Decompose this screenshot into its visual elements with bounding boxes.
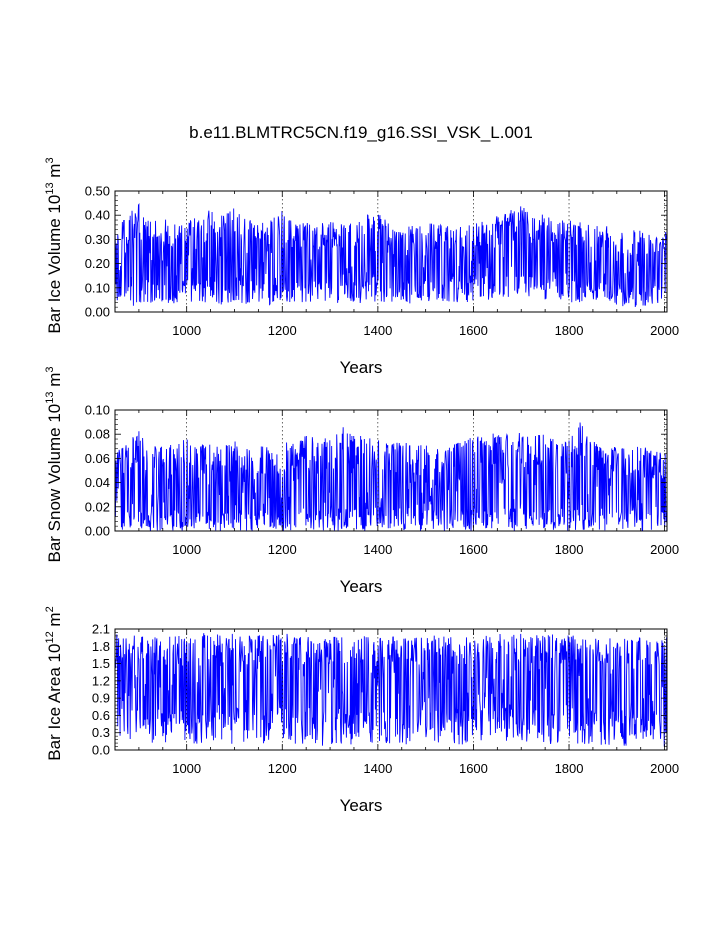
x-tick-label: 2000 xyxy=(650,761,679,776)
x-tick-label: 1600 xyxy=(459,761,488,776)
y-tick-label: 0.02 xyxy=(85,499,110,514)
y-label-superscript: 3 xyxy=(44,366,56,372)
y-label-text: Bar Ice Area 10 xyxy=(45,644,64,761)
panel-2: 1000 1200 1400 1600 1800 2000 0.00 0.02 0.04 0.06… xyxy=(44,366,679,596)
x-axis-label: Years xyxy=(340,358,383,377)
y-tick-label: 0.3 xyxy=(92,725,110,740)
x-tick-label: 1800 xyxy=(555,761,584,776)
y-tick-label: 2.1 xyxy=(92,622,110,637)
y-tick-label: 0.06 xyxy=(85,451,110,466)
x-tick-label: 2000 xyxy=(650,542,679,557)
y-tick-label: 0.40 xyxy=(85,208,110,223)
y-tick-label: 1.2 xyxy=(92,673,110,688)
x-tick-label: 1000 xyxy=(172,761,201,776)
y-axis-label: Bar Ice Area 1012 m2 xyxy=(44,606,64,760)
y-label-superscript: 13 xyxy=(44,392,56,404)
y-axis-label: Bar Snow Volume 1013 m3 xyxy=(44,366,64,562)
plot-frame xyxy=(114,190,668,313)
plot-frame xyxy=(114,409,668,532)
y-tick-label: 0.10 xyxy=(85,280,110,295)
panel-3: 1000 1200 1400 1600 1800 2000 0.0 0.3 0.6 0.9 1.2 1… xyxy=(44,606,679,815)
y-tick-label: 0.08 xyxy=(85,427,110,442)
x-tick-label: 1400 xyxy=(363,323,392,338)
y-tick-label: 0.00 xyxy=(85,524,110,539)
x-tick-label: 1800 xyxy=(555,542,584,557)
y-label-text: m xyxy=(45,373,64,392)
y-label-text: m xyxy=(45,612,64,631)
y-tick-label: 0.04 xyxy=(85,475,110,490)
x-tick-label: 1000 xyxy=(172,542,201,557)
panels: 1000 1200 1400 1600 1800 20000.000.100.200.30… xyxy=(44,157,679,815)
y-label-superscript: 12 xyxy=(44,631,56,643)
y-tick-label: 1.5 xyxy=(92,656,110,671)
y-tick-label: 0.00 xyxy=(85,305,110,320)
y-tick-label: 0.30 xyxy=(85,232,110,247)
y-label-text: m xyxy=(45,164,64,183)
x-tick-label: 1600 xyxy=(459,323,488,338)
x-tick-label: 1600 xyxy=(459,542,488,557)
plot-frame xyxy=(114,628,668,751)
y-label-text: Bar Ice Volume 10 xyxy=(45,195,64,334)
y-label-superscript: 3 xyxy=(44,157,56,163)
y-tick-label: 1.8 xyxy=(92,639,110,654)
x-tick-label: 1200 xyxy=(268,761,297,776)
series-line xyxy=(115,203,667,308)
x-tick-label: 2000 xyxy=(650,323,679,338)
y-tick-label: 0.9 xyxy=(92,691,110,706)
y-label-superscript: 2 xyxy=(44,606,56,612)
panel-1: 1000 1200 1400 1600 1800 2000 0.00 0.10 0.20 0.30… xyxy=(44,157,679,377)
x-tick-label: 1000 xyxy=(172,323,201,338)
x-axis-label: Years xyxy=(340,796,383,815)
y-tick-label: 0.10 xyxy=(85,403,110,418)
y-tick-label: 0.50 xyxy=(85,184,110,199)
y-tick-label: 0.6 xyxy=(92,708,110,723)
y-tick-label: 0.20 xyxy=(85,256,110,271)
x-tick-label: 1400 xyxy=(363,542,392,557)
x-tick-label: 1800 xyxy=(555,323,584,338)
chart-title: b.e11.BLMTRC5CN.f19_g16.SSI_VSK_L.001 xyxy=(189,123,533,142)
y-tick-label: 0.0 xyxy=(92,743,110,758)
y-axis-label: Bar Ice Volume 1013 m3 xyxy=(44,157,64,333)
x-tick-label: 1200 xyxy=(268,542,297,557)
series-line xyxy=(115,633,667,747)
y-label-text: Bar Snow Volume 10 xyxy=(45,404,64,563)
x-tick-label: 1400 xyxy=(363,761,392,776)
x-tick-label: 1200 xyxy=(268,323,297,338)
series-line xyxy=(115,422,667,531)
y-label-superscript: 13 xyxy=(44,182,56,194)
x-axis-label: Years xyxy=(340,577,383,596)
